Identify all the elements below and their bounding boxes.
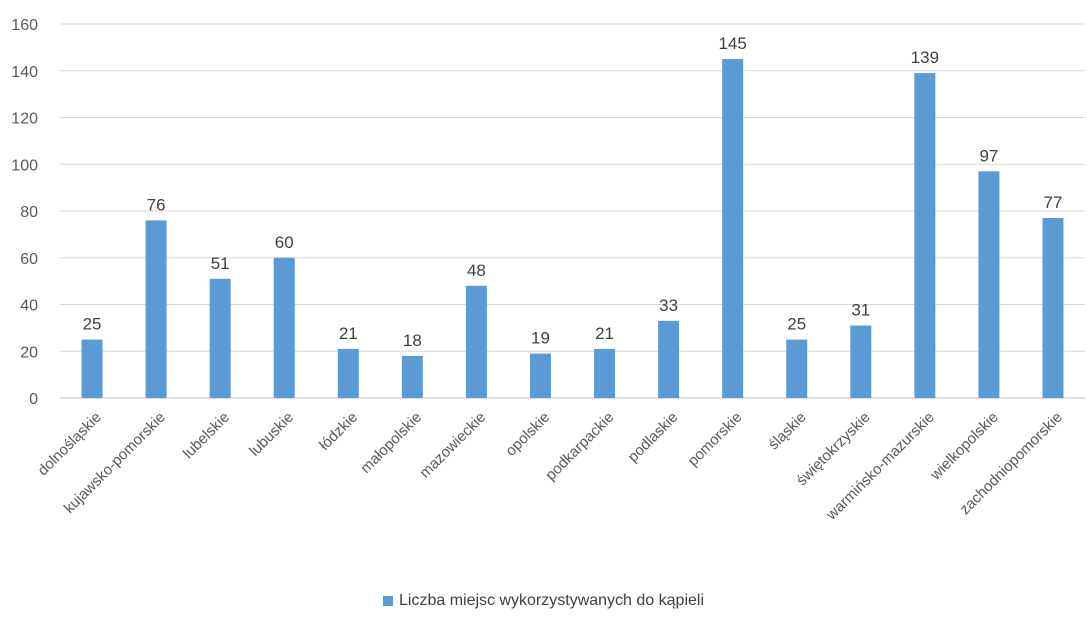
- data-label: 18: [403, 331, 422, 350]
- x-category-label: mazowieckie: [416, 409, 489, 482]
- bar: [786, 340, 807, 398]
- data-label: 76: [147, 195, 166, 214]
- bar: [1042, 218, 1063, 398]
- y-tick-label: 0: [29, 391, 38, 408]
- x-category-label: łódzkie: [316, 409, 361, 454]
- y-tick-label: 160: [11, 17, 38, 34]
- bar: [594, 349, 615, 398]
- bar: [658, 321, 679, 398]
- y-tick-label: 60: [20, 251, 38, 268]
- data-label: 77: [1044, 193, 1063, 212]
- legend-swatch: [383, 596, 393, 606]
- bar: [82, 340, 103, 398]
- data-label: 97: [979, 146, 998, 165]
- x-category-label: warmińsko-mazurskie: [822, 409, 937, 524]
- legend-label: Liczba miejsc wykorzystywanych do kąpiel…: [399, 592, 704, 610]
- x-category-label: śląskie: [765, 409, 809, 453]
- y-tick-label: 140: [11, 64, 38, 81]
- data-label: 48: [467, 261, 486, 280]
- data-label: 25: [83, 315, 102, 334]
- x-category-label: lubuskie: [246, 409, 297, 460]
- x-category-label: małopolskie: [357, 409, 425, 477]
- bar: [402, 356, 423, 398]
- data-label: 21: [595, 324, 614, 343]
- bar: [466, 286, 487, 398]
- data-label: 33: [659, 296, 678, 315]
- bar: [850, 326, 871, 398]
- bar: [978, 171, 999, 398]
- data-label: 60: [275, 233, 294, 252]
- legend: Liczba miejsc wykorzystywanych do kąpiel…: [0, 592, 1087, 611]
- y-tick-label: 100: [11, 157, 38, 174]
- x-category-label: dolnośląskie: [34, 409, 104, 479]
- data-label: 139: [911, 48, 939, 67]
- x-category-label: pomorskie: [685, 409, 746, 470]
- data-label: 19: [531, 329, 550, 348]
- data-label: 21: [339, 324, 358, 343]
- x-category-label: opolskie: [502, 409, 553, 460]
- x-category-label: podlaskie: [625, 409, 682, 466]
- y-tick-label: 40: [20, 298, 38, 315]
- x-category-label: podkarpackie: [542, 409, 617, 484]
- bar: [914, 73, 935, 398]
- bar: [210, 279, 231, 398]
- y-tick-label: 20: [20, 344, 38, 361]
- legend-item: Liczba miejsc wykorzystywanych do kąpiel…: [383, 592, 704, 610]
- bar: [146, 220, 167, 398]
- bar: [338, 349, 359, 398]
- data-label: 145: [718, 34, 746, 53]
- y-tick-label: 120: [11, 111, 38, 128]
- bar: [722, 59, 743, 398]
- x-category-label: lubelskie: [180, 409, 233, 462]
- bar: [530, 354, 551, 398]
- data-label: 31: [851, 301, 870, 320]
- data-label: 51: [211, 254, 230, 273]
- bar: [274, 258, 295, 398]
- y-tick-label: 80: [20, 204, 38, 221]
- data-label: 25: [787, 315, 806, 334]
